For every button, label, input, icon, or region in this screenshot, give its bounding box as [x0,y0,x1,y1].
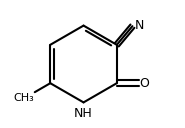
Text: NH: NH [74,107,93,120]
Text: O: O [139,77,149,90]
Text: CH₃: CH₃ [13,93,34,103]
Text: N: N [134,19,144,32]
